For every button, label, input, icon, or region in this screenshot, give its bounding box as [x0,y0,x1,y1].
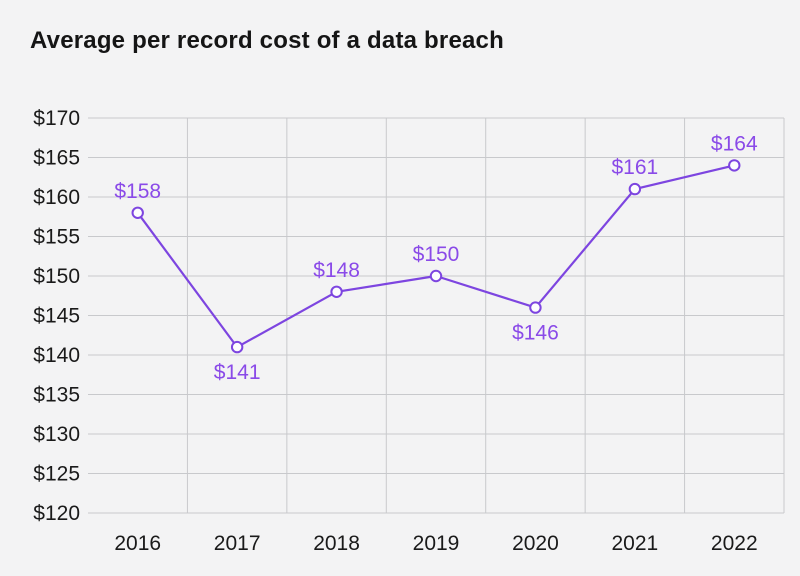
y-axis-tick-label: $150 [33,265,80,288]
y-axis-tick-label: $170 [33,107,80,130]
data-point-label: $141 [214,361,261,384]
data-point-label: $164 [711,132,758,155]
data-point-label: $161 [611,156,658,179]
x-axis-tick-label: 2019 [413,532,460,555]
y-axis-tick-label: $160 [33,186,80,209]
x-axis-tick-label: 2018 [313,532,360,555]
y-axis-tick-label: $125 [33,463,80,486]
y-axis-tick-label: $140 [33,344,80,367]
data-point-marker [429,269,443,283]
y-axis-tick-label: $120 [33,502,80,525]
y-axis-tick-label: $145 [33,305,80,328]
x-axis-tick-label: 2016 [114,532,161,555]
x-axis-tick-label: 2022 [711,532,758,555]
y-axis-tick-label: $155 [33,226,80,249]
data-point-label: $150 [413,243,460,266]
x-axis-tick-label: 2017 [214,532,261,555]
y-axis-tick-label: $130 [33,423,80,446]
x-axis-tick-label: 2021 [611,532,658,555]
y-axis-tick-label: $165 [33,147,80,170]
data-point-label: $148 [313,259,360,282]
data-point-label: $146 [512,322,559,345]
data-point-marker [529,301,542,314]
data-point-marker [728,159,741,172]
data-point-marker [628,182,642,196]
y-axis-tick-label: $135 [33,384,80,407]
x-axis-tick-label: 2020 [512,532,559,555]
data-point-marker [131,206,144,220]
data-point-marker [330,285,343,298]
data-point-label: $158 [114,180,161,203]
chart-title: Average per record cost of a data breach [30,27,504,54]
data-point-marker [230,340,244,354]
